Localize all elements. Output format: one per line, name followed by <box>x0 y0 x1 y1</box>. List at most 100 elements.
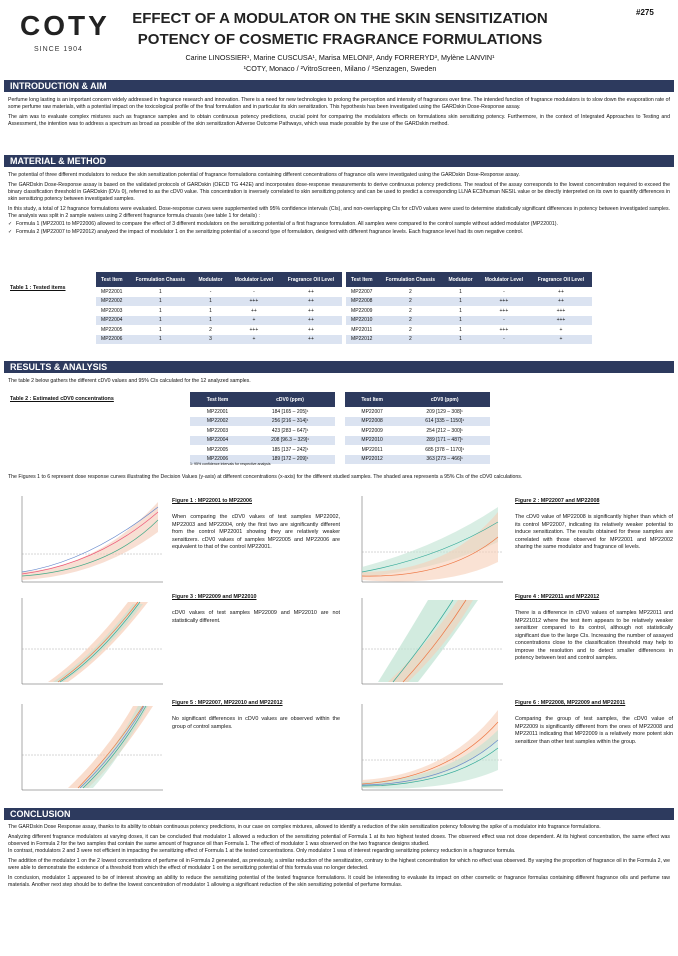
table-row: MP22004 1 1 + ++ <box>96 315 342 325</box>
column-header: Test Item <box>190 392 246 407</box>
table-cell: MP22003 <box>190 426 246 436</box>
table-row: MP22005 1 2 +++ ++ <box>96 325 342 335</box>
table-row: MP22005 185 [137 – 242]¹ <box>190 445 335 455</box>
table-cell: MP22001 <box>96 287 128 297</box>
table-cell: 1 <box>443 306 478 316</box>
column-header: Test Item <box>346 272 378 287</box>
table-cell: MP22008 <box>345 416 400 426</box>
table-cell: 1 <box>443 325 478 335</box>
table: Test Item cDV0 (ppm) MP22001 184 [165 – 205… <box>190 392 335 464</box>
table-cell: MP22008 <box>346 296 378 306</box>
table-cell: + <box>227 334 280 344</box>
figure-block: Figure 1 : MP22001 to MP22006 When compar… <box>172 498 340 552</box>
figure-text: cDV0 values of test samples MP22009 and … <box>172 610 340 624</box>
intro-text: Perfume long lasting is an important con… <box>8 97 670 131</box>
paragraph: The aim was to evaluate complex mixtures… <box>8 114 670 128</box>
figure-block: Figure 6 : MP22008, MP22009 and MP22011 C… <box>515 700 673 746</box>
table-cell: MP22010 <box>345 435 400 445</box>
table-cell: 209 [129 – 308]¹ <box>399 407 490 417</box>
table-cell: MP22002 <box>190 416 246 426</box>
table-cell: MP22012 <box>346 334 378 344</box>
table-cell: MP22011 <box>346 325 378 335</box>
paragraph: The potential of three different modulat… <box>8 172 520 178</box>
column-header: Formulation Chassis <box>127 272 194 287</box>
table-row: MP22011 2 1 +++ + <box>346 325 592 335</box>
table-cell: 1 <box>127 315 194 325</box>
figure-caption: Figure 4 : MP22011 and MP22012 <box>515 594 600 600</box>
table-cell: 1 <box>127 334 194 344</box>
section-heading: INTRODUCTION & AIM <box>4 80 674 92</box>
table-cell: 2 <box>377 325 444 335</box>
table-cell: 2 <box>377 334 444 344</box>
table-cell: MP22012 <box>345 454 400 464</box>
title-line: EFFECT OF A MODULATOR ON THE SKIN SENSIT… <box>132 10 548 27</box>
table-cell: ++ <box>279 325 342 335</box>
table-cell: 1 <box>193 306 228 316</box>
table-cell: 289 [171 – 487]¹ <box>399 435 490 445</box>
table-cell: MP22007 <box>346 287 378 297</box>
affiliations: ¹COTY, Monaco / ²VitroScreen, Milano / ³… <box>243 64 437 73</box>
figure-text: When comparing the cDV0 values of test s… <box>172 514 340 551</box>
table-cell: 2 <box>377 315 444 325</box>
table-cell: MP22004 <box>190 435 246 445</box>
table-row: MP22009 2 1 +++ +++ <box>346 306 592 316</box>
column-header: Modulator Level <box>227 272 280 287</box>
table-cell: MP22001 <box>190 407 246 417</box>
figure-caption: Figure 6 : MP22008, MP22009 and MP22011 <box>515 700 626 706</box>
table-row: MP22009 254 [212 – 300]¹ <box>345 426 490 436</box>
table-cell: - <box>477 287 530 297</box>
table-cell: MP22006 <box>190 454 246 464</box>
table-cell: MP22011 <box>345 445 400 455</box>
column-header: cDV0 (ppm) <box>245 392 335 407</box>
table-cell: 208 [96.3 – 329]¹ <box>245 435 335 445</box>
paragraph: The GARDskin Dose Response assay, thanks… <box>8 824 601 830</box>
table-cell: 3 <box>193 334 228 344</box>
paragraph: The table 2 below gathers the different … <box>8 378 251 384</box>
figure-block: Figure 3 : MP22009 and MP22010 cDV0 value… <box>172 594 340 625</box>
table-row: MP22004 208 [96.3 – 329]¹ <box>190 435 335 445</box>
table-cell: 363 [273 – 466]¹ <box>399 454 490 464</box>
header-row: Test Item Formulation Chassis Modulator Mod… <box>346 272 592 287</box>
table: Test Item Formulation Chassis Modulator Mod… <box>96 272 342 344</box>
paragraph: In this study, a total of 12 fragrance f… <box>8 206 670 220</box>
table-cell: +++ <box>227 325 280 335</box>
table-cell: 1 <box>443 296 478 306</box>
figure-plot <box>21 496 163 583</box>
table-cell: 189 [172 – 209]¹ <box>245 454 335 464</box>
table-cell: 1 <box>127 296 194 306</box>
table-cell: + <box>529 325 592 335</box>
figure-text: The cDV0 value of MP22008 is significant… <box>515 514 673 551</box>
table-row: MP22001 184 [165 – 205]¹ <box>190 407 335 417</box>
table-cell: 1 <box>443 287 478 297</box>
figure-caption: Figure 3 : MP22009 and MP22010 <box>172 594 257 600</box>
table-cell: 2 <box>193 325 228 335</box>
table-cell: 2 <box>377 287 444 297</box>
bullet: Formula 2 (MP22007 to MP22012) analyzed … <box>8 229 670 236</box>
paragraph: In conclusion, modulator 1 appeared to b… <box>8 875 670 889</box>
figure-block: Figure 5 : MP22007, MP22010 and MP22012 N… <box>172 700 340 731</box>
header-row: Test Item cDV0 (ppm) <box>345 392 490 407</box>
table-cell: 1 <box>443 315 478 325</box>
table-row: MP22002 256 [216 – 314]¹ <box>190 416 335 426</box>
table-cell: 254 [212 – 300]¹ <box>399 426 490 436</box>
table-cell: ++ <box>279 287 342 297</box>
table-cell: +++ <box>529 306 592 316</box>
table-row: MP22007 2 1- ++ <box>346 287 592 297</box>
figure-text: Comparing the group of test samples, the… <box>515 716 673 745</box>
table-row: MP22001 1- - ++ <box>96 287 342 297</box>
table-cell: 184 [165 – 205]¹ <box>245 407 335 417</box>
figure-plot <box>361 598 503 685</box>
table-row: MP22010 289 [171 – 487]¹ <box>345 435 490 445</box>
paragraph: Analyzing different fragrance modulators… <box>8 834 670 848</box>
table-cell: MP22009 <box>346 306 378 316</box>
table-cell: ++ <box>279 315 342 325</box>
table-cell: 423 [283 – 647]¹ <box>245 426 335 436</box>
column-header: Fragrance Oil Level <box>529 272 592 287</box>
table-cell: MP22003 <box>96 306 128 316</box>
table-cell: 2 <box>377 296 444 306</box>
figure-block: Figure 2 : MP22007 and MP22008 The cDV0 v… <box>515 498 673 552</box>
table: Test Item Formulation Chassis Modulator Mod… <box>346 272 592 344</box>
table-cell: ++ <box>279 296 342 306</box>
table-row: MP22002 1 1 +++ ++ <box>96 296 342 306</box>
